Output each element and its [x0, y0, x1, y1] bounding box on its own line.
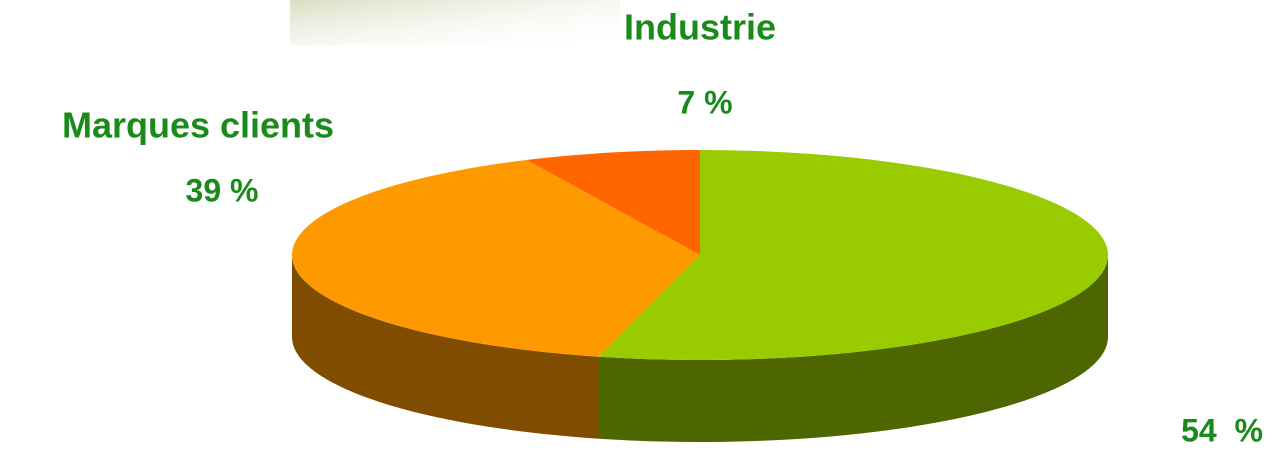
pie-slice-side — [292, 255, 599, 439]
pie-slice — [598, 150, 1108, 360]
value-label: 7 % — [677, 84, 732, 120]
category-label: Industrie — [624, 7, 776, 48]
value-label: 39 % — [186, 172, 259, 208]
value-label: 54 % — [1181, 412, 1263, 448]
category-label: Marques clients — [62, 105, 334, 146]
pie-slice-side — [598, 255, 1108, 442]
background-image — [290, 0, 620, 45]
pie-slice — [292, 159, 700, 357]
pie-slice — [526, 150, 700, 255]
